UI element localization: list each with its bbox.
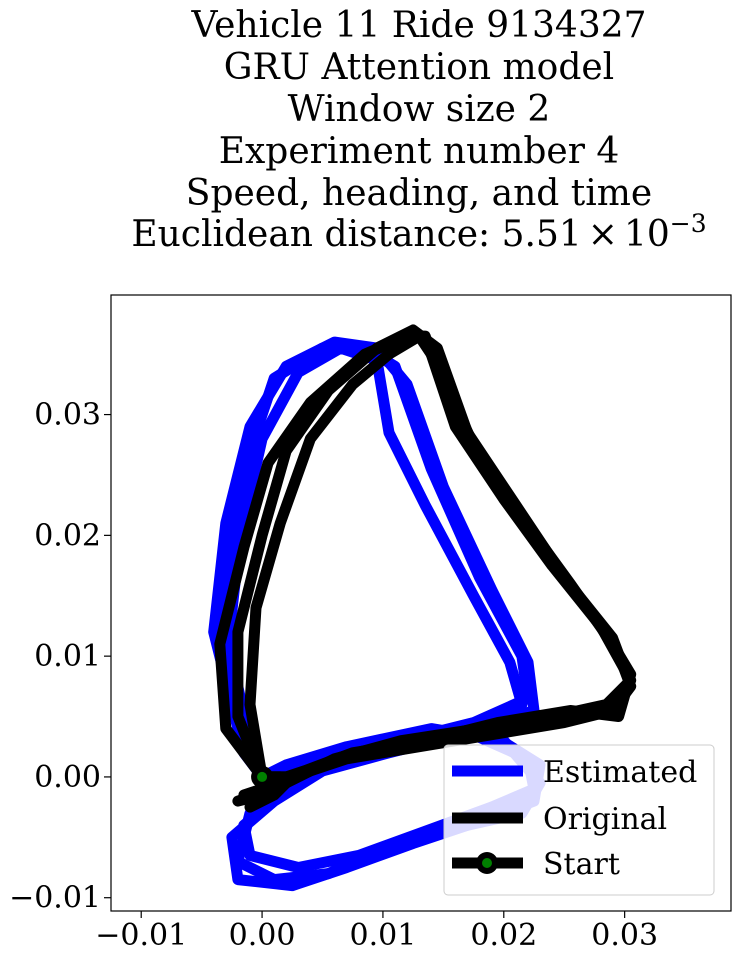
x-tick-label: −0.01 [95, 918, 187, 953]
title-line-4: Experiment number 4 [219, 131, 620, 172]
y-tick-label: 0.03 [34, 398, 101, 433]
x-tick-label: 0.01 [350, 918, 417, 953]
title-line-2: GRU Attention model [224, 47, 614, 88]
title-line-3: Window size 2 [288, 89, 551, 130]
legend-label-estimated: Estimated [543, 755, 697, 790]
x-tick-label: 0.03 [591, 918, 658, 953]
x-tick-label: 0.02 [470, 918, 537, 953]
plot-frame [110, 294, 732, 912]
y-axis: −0.01 0.00 0.01 0.02 0.03 [9, 398, 111, 916]
y-tick-label: 0.01 [34, 639, 101, 674]
x-tick-label: 0.00 [229, 918, 296, 953]
title-line-6: Euclidean distance: 5.51 × 10−3 [131, 209, 706, 255]
start-marker-center [257, 771, 268, 782]
legend: Estimated Original Start [443, 744, 715, 896]
x-axis: −0.01 0.00 0.01 0.02 0.03 [95, 911, 658, 953]
distance-exponent: −3 [670, 209, 707, 238]
distance-mantissa: 5.51 [502, 214, 582, 255]
distance-times: × [588, 214, 618, 255]
title-line-5: Speed, heading, and time [186, 173, 652, 214]
legend-label-original: Original [543, 802, 667, 837]
title-line-1: Vehicle 11 Ride 9134327 [190, 5, 646, 46]
y-tick-label: 0.02 [34, 518, 101, 553]
y-tick-label: 0.00 [34, 760, 101, 795]
legend-start-marker-center [482, 858, 492, 868]
chart-title: Vehicle 11 Ride 9134327 GRU Attention mo… [131, 5, 706, 255]
legend-label-start: Start [543, 847, 620, 882]
distance-base: 10 [624, 214, 670, 255]
distance-prefix: Euclidean distance: [131, 214, 501, 255]
y-tick-label: −0.01 [9, 881, 101, 916]
